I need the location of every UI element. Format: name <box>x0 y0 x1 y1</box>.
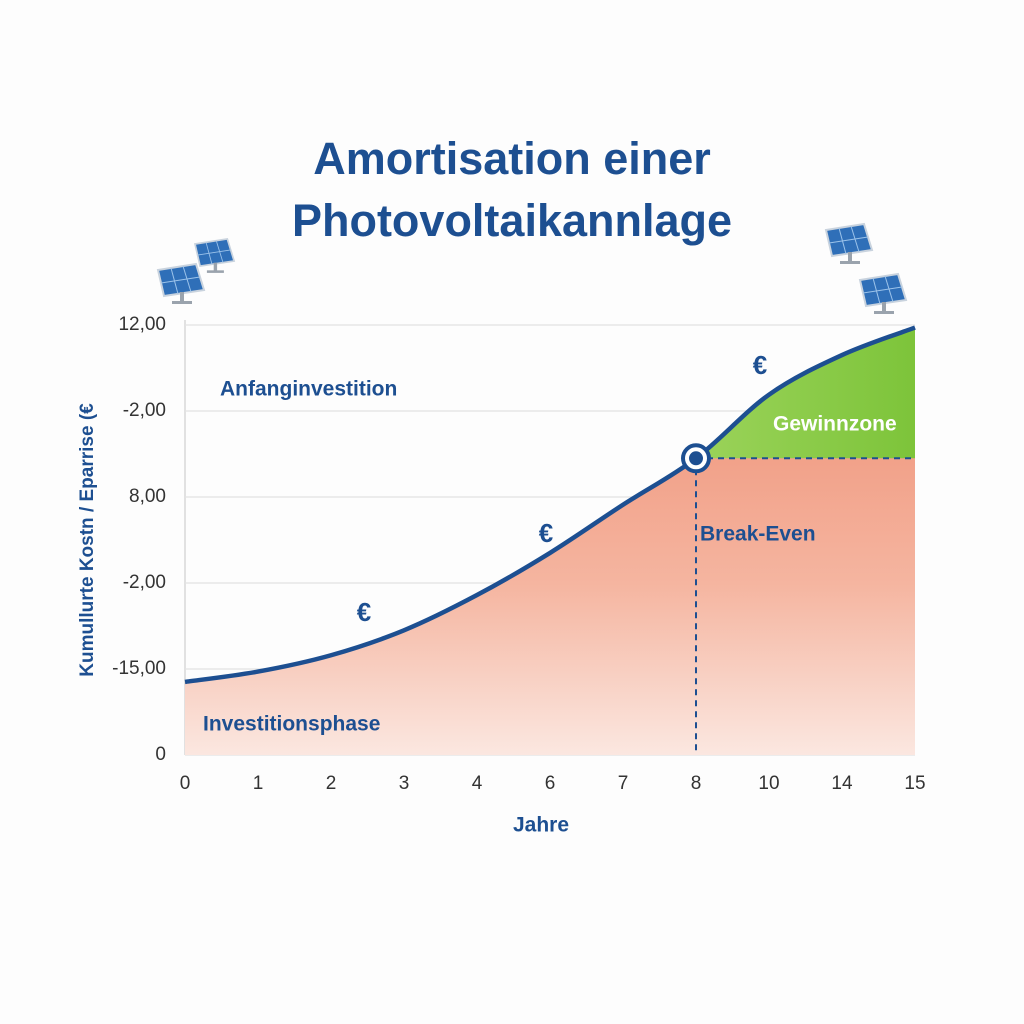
x-tick-label: 8 <box>691 773 702 794</box>
annotation: € <box>539 518 553 548</box>
x-tick-label: 14 <box>831 773 853 794</box>
annotation: € <box>357 597 371 627</box>
cumulative-line <box>184 325 916 685</box>
y-tick-label: 12,00 <box>118 314 166 335</box>
profit-area <box>696 327 915 459</box>
x-tick-label: 1 <box>253 773 264 794</box>
x-tick-label: 6 <box>545 773 556 794</box>
solar-icons <box>157 223 907 315</box>
x-tick-label: 15 <box>904 773 925 794</box>
x-tick-label: 7 <box>618 773 629 794</box>
x-tick-label: 10 <box>758 773 779 794</box>
annotation: Anfanginvestition <box>220 378 397 401</box>
annotation: € <box>753 350 767 380</box>
x-axis-title: Jahre <box>513 814 569 837</box>
x-tick-label: 2 <box>326 773 337 794</box>
y-tick-label: 0 <box>155 744 166 765</box>
annotation: Gewinnzone <box>773 413 897 436</box>
annotation: Investitionsphase <box>203 713 380 736</box>
annotation: Break-Even <box>700 523 816 546</box>
x-tick-label: 3 <box>399 773 410 794</box>
y-axis-title: Kumullurte Kostn / Eparrise (€ <box>77 403 98 677</box>
y-tick-label: -15,00 <box>112 658 166 679</box>
chart-title: Amortisation einer Photovoltaikannlage <box>291 133 733 246</box>
y-tick-label: 8,00 <box>129 486 166 507</box>
break-even-dot <box>689 451 703 466</box>
y-tick-label: -2,00 <box>123 400 166 421</box>
x-tick-label: 0 <box>180 773 191 794</box>
x-tick-label: 4 <box>472 773 483 794</box>
y-tick-label: -2,00 <box>123 572 166 593</box>
